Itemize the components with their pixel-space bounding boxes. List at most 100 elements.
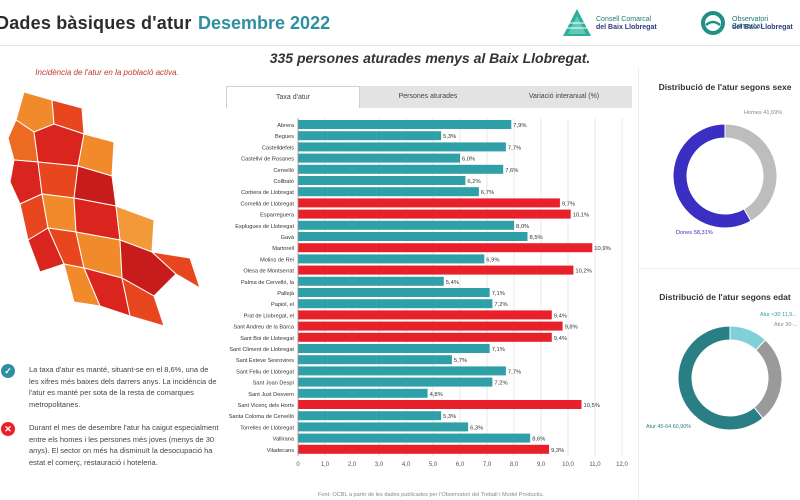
triangle-logo-icon [563, 9, 591, 36]
category-label: Sant Feliu de Llobregat [236, 369, 294, 375]
bar-value-label: 6,9% [486, 257, 499, 263]
category-label: Abrera [277, 123, 295, 129]
bar[interactable] [298, 232, 528, 241]
bar-value-label: 10,1% [573, 213, 589, 219]
bar[interactable] [298, 355, 452, 365]
x-tick-label: 9,0 [537, 462, 546, 468]
bar[interactable] [298, 153, 460, 163]
x-tick-label: 11,0 [589, 462, 601, 468]
category-label: Papiol, el [271, 302, 294, 308]
bar[interactable] [298, 344, 490, 353]
logo2-line2: del Baix Llobregat [732, 24, 793, 31]
bar[interactable] [298, 388, 428, 398]
age-donut-chart[interactable]: Atur <30 11,9... Atur 30-... Atur 45-64 60… [640, 302, 800, 452]
unemployment-rate-bar-chart[interactable]: 0 1,0 2,0 3,0 4,0 5,0 6,0 7,0 8,0 9,0 10,0 11,0 12,0… [226, 110, 636, 500]
bar[interactable] [298, 164, 504, 174]
bar[interactable] [298, 120, 512, 129]
bar-value-label: 6,7% [481, 190, 494, 196]
donut-slice[interactable] [672, 123, 752, 229]
tab-taxa-atur[interactable]: Taxa d'atur [226, 86, 360, 108]
bar[interactable] [298, 254, 485, 264]
category-label: Sant Climent de Llobregat [229, 347, 294, 353]
bar-value-label: 6,0% [462, 157, 475, 163]
bar-value-label: 6,2% [467, 179, 480, 185]
note-negative-text: Durant el mes de desembre l'atur ha caig… [29, 423, 219, 467]
bar[interactable] [298, 243, 593, 253]
category-label: Collbató [273, 179, 294, 185]
bar[interactable] [298, 187, 479, 197]
bar-value-label: 10,2% [575, 269, 591, 275]
category-label: Molins de Rei [260, 257, 294, 263]
bar[interactable] [298, 131, 442, 141]
bar[interactable] [298, 288, 490, 297]
bar[interactable] [298, 265, 574, 275]
x-tick-label: 12,0 [616, 462, 628, 468]
category-label: Cervelló [273, 168, 294, 174]
bar-value-label: 7,9% [513, 123, 526, 129]
map-region [119, 239, 177, 297]
bar[interactable] [298, 332, 552, 342]
category-label: Olesa de Montserrat [243, 269, 294, 275]
bar[interactable] [298, 400, 582, 409]
consell-comarcal-logo[interactable]: Consell Comarcal del Baix Llobregat [562, 8, 672, 38]
bar[interactable] [298, 411, 442, 421]
category-label: Castelldefels [262, 145, 294, 151]
bar[interactable] [298, 276, 444, 286]
slice-label: Dones 58,31% [676, 230, 713, 236]
bar[interactable] [298, 176, 466, 185]
bar[interactable] [298, 220, 514, 230]
category-label: Viladecans [267, 448, 294, 454]
bar[interactable] [298, 366, 506, 376]
x-tick-label: 2,0 [348, 462, 357, 468]
bar[interactable] [298, 377, 493, 387]
category-label: Sant Vicenç dels Horts [238, 403, 295, 409]
bar[interactable] [298, 198, 560, 208]
bar[interactable] [298, 299, 493, 309]
category-label: Cornellà de Llobregat [241, 201, 295, 207]
bar[interactable] [298, 422, 469, 432]
x-tick-label: 10,0 [562, 462, 574, 468]
tab-variacio-interanual[interactable]: Variació interanual (%) [528, 93, 600, 100]
bar-value-label: 9,4% [554, 313, 567, 319]
bar-value-label: 9,4% [554, 336, 567, 342]
choropleth-map[interactable] [4, 82, 204, 342]
category-label: Pallejà [277, 291, 295, 297]
bar-value-label: 7,1% [492, 291, 505, 297]
bar[interactable] [298, 321, 563, 331]
bar[interactable] [298, 209, 571, 219]
bar[interactable] [298, 310, 552, 320]
x-tick-label: 5,0 [429, 462, 438, 468]
age-chart-title: Distribució de l'atur segons edat [659, 292, 791, 302]
category-label: Martorell [272, 246, 294, 252]
cross-icon: ✕ [1, 422, 15, 436]
bar-value-label: 7,6% [505, 168, 518, 174]
donut-slice[interactable] [753, 339, 783, 419]
sex-donut-chart[interactable]: Homes 41,69% Dones 58,31% [650, 96, 800, 246]
category-label: Castellví de Rosanes [241, 157, 294, 163]
observatori-logo[interactable]: Observatori Comarcal del Baix Llobregat [700, 8, 800, 38]
category-label: Palma de Cervelló, la [241, 280, 295, 286]
bar-value-label: 10,9% [594, 246, 610, 252]
logo1-line1: Consell Comarcal [596, 16, 652, 23]
tab-persones-aturades[interactable]: Persones aturades [398, 93, 458, 100]
category-label: Begues [275, 134, 294, 140]
bar[interactable] [298, 444, 550, 454]
donut-slice[interactable] [677, 325, 764, 431]
category-label: Vallirana [273, 437, 295, 443]
ring-logo-icon [701, 11, 725, 35]
bar-value-label: 5,4% [446, 280, 459, 286]
logo1-line2: del Baix Llobregat [596, 24, 657, 31]
bar-value-label: 9,3% [551, 448, 564, 454]
category-label: Santa Coloma de Cervelló [229, 414, 294, 420]
slice-label: Homes 41,69% [744, 110, 782, 116]
x-tick-label: 8,0 [510, 462, 519, 468]
bar[interactable] [298, 142, 506, 152]
bar-value-label: 7,1% [492, 347, 505, 353]
donut-slice[interactable] [724, 123, 778, 222]
category-label: Prat de Llobregat, el [244, 313, 294, 319]
bar-value-label: 8,6% [532, 437, 545, 443]
bar[interactable] [298, 433, 531, 443]
bar-value-label: 5,7% [454, 358, 467, 364]
x-tick-label: 0 [296, 462, 300, 468]
